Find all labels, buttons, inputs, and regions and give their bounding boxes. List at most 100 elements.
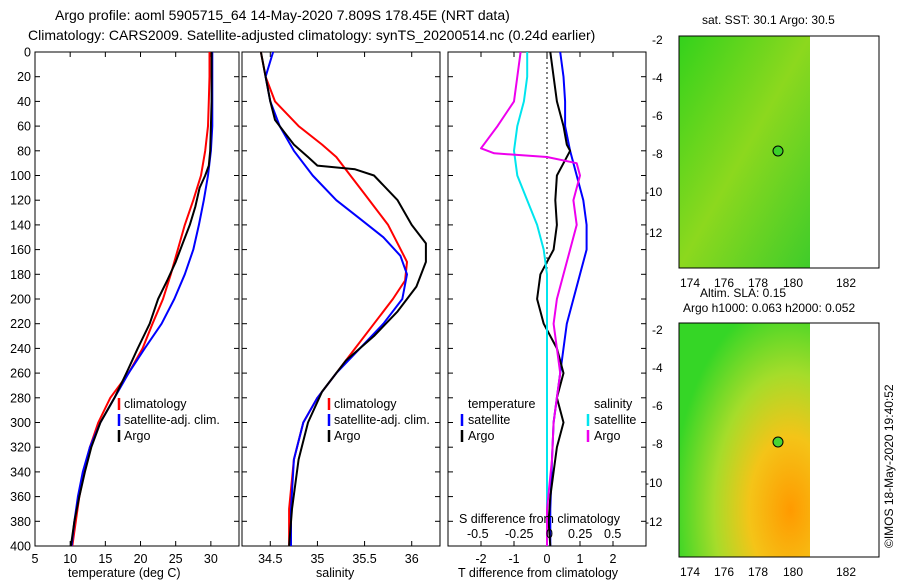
x-tick-label: 5	[32, 552, 39, 566]
s-tick: 0.25	[568, 527, 592, 541]
s-difference-ticks: -0.5 -0.25 0 0.25 0.5	[467, 527, 621, 541]
map-x-tick: 182	[836, 565, 856, 579]
map-x-tick: 174	[680, 276, 700, 290]
s-tick: -0.25	[505, 527, 534, 541]
difference-axis-label: T difference from climatology	[458, 566, 619, 580]
y-tick-label: 140	[10, 218, 31, 232]
map-x-tick: 178	[748, 565, 768, 579]
y-tick-label: 80	[17, 144, 31, 158]
legend-label-s-satellite: satellite	[594, 413, 636, 427]
map-y-tick: -2	[652, 323, 663, 337]
x-tick-label: 10	[63, 552, 77, 566]
x-tick-label: 36	[405, 552, 419, 566]
legend-label-argo: Argo	[124, 429, 150, 443]
s-tick: 0.5	[604, 527, 621, 541]
map-y-tick: -4	[652, 361, 663, 375]
map-y-tick: -10	[645, 185, 663, 199]
sst-map-title: sat. SST: 30.1 Argo: 30.5	[702, 13, 835, 27]
legend-label-climatology: climatology	[124, 397, 187, 411]
map-x-tick: 176	[714, 565, 734, 579]
y-tick-label: 160	[10, 243, 31, 257]
legend-label-argo: Argo	[334, 429, 360, 443]
map-x-tick: 176	[714, 276, 734, 290]
temperature-axis-label: temperature (deg C)	[68, 566, 181, 580]
map-x-tick: 182	[836, 276, 856, 290]
map-x-tick: 178	[748, 276, 768, 290]
y-tick-label: 360	[10, 490, 31, 504]
x-tick-label: 34.5	[258, 552, 282, 566]
legend-salinity-title: salinity	[594, 397, 633, 411]
y-tick-label: 320	[10, 441, 31, 455]
x-tick-label: 35.5	[352, 552, 376, 566]
sst-map-y-ticks: -2 -4 -6 -8 -10 -12	[645, 33, 663, 240]
legend-label-t-argo: Argo	[468, 429, 494, 443]
sla-map-frame	[678, 322, 880, 558]
x-tick-label: 1	[577, 552, 584, 566]
map-y-tick: -8	[652, 147, 663, 161]
sst-map-x-ticks: 174 176 178 180 182	[680, 276, 856, 290]
sla-map-image	[679, 323, 810, 557]
imos-credit: ©IMOS 18-May-2020 19:40:52	[882, 384, 896, 548]
temperature-climatology-line	[71, 52, 211, 547]
y-tick-label: 0	[24, 46, 31, 60]
x-tick-label: 0	[544, 552, 551, 566]
map-x-tick: 174	[680, 565, 700, 579]
header-line1: Argo profile: aoml 5905715_64 14-May-202…	[55, 7, 510, 23]
temperature-legend: climatology satellite-adj. clim. Argo	[117, 397, 220, 443]
map-y-tick: -6	[652, 399, 663, 413]
map-y-tick: -12	[645, 226, 663, 240]
legend-label-climatology: climatology	[334, 397, 397, 411]
difference-legend: temperature satellite Argo salinity sate…	[460, 397, 636, 443]
x-tick-label: 15	[98, 552, 112, 566]
temperature-satellite-adj-clim--line	[70, 52, 214, 547]
y-tick-label: 240	[10, 342, 31, 356]
x-tick-label: 25	[169, 552, 183, 566]
sst-map-image	[679, 36, 810, 268]
header-line2: Climatology: CARS2009. Satellite-adjuste…	[28, 27, 595, 43]
x-tick-label: 2	[610, 552, 617, 566]
map-y-tick: -10	[645, 476, 663, 490]
salinity-argo-line	[259, 51, 427, 547]
salinity-climatology-line	[259, 51, 408, 546]
sla-map-title: Altim. SLA: 0.15	[700, 286, 786, 300]
difference-t-argo-line	[536, 51, 572, 547]
y-tick-label: 40	[17, 95, 31, 109]
y-tick-label: 20	[17, 70, 31, 84]
salinity-satellite-adj-clim--line	[264, 51, 408, 546]
y-tick-label: 60	[17, 120, 31, 134]
x-tick-label: -2	[475, 552, 486, 566]
s-difference-axis-label: S difference from climatology	[459, 512, 621, 526]
difference-t-satellite-line	[549, 51, 588, 546]
y-tick-label: 300	[10, 416, 31, 430]
x-tick-label: 20	[134, 552, 148, 566]
salinity-axis-label: salinity	[316, 566, 355, 580]
sst-argo-marker	[772, 145, 784, 157]
y-tick-label: 280	[10, 391, 31, 405]
map-y-tick: -6	[652, 109, 663, 123]
y-tick-label: 220	[10, 317, 31, 331]
sla-map-y-ticks: -2 -4 -6 -8 -10 -12	[645, 323, 663, 529]
temperature-argo-line	[69, 52, 213, 547]
difference-s-argo-line	[480, 51, 581, 546]
y-tick-label: 180	[10, 268, 31, 282]
legend-label-satellite: satellite-adj. clim.	[124, 413, 220, 427]
y-tick-label: 120	[10, 194, 31, 208]
sla-argo-marker	[772, 436, 784, 448]
x-tick-label: 35	[310, 552, 324, 566]
s-tick: 0	[546, 527, 553, 541]
y-tick-label: 400	[10, 540, 31, 554]
difference-s-satellite-line	[513, 52, 548, 546]
map-y-tick: -12	[645, 515, 663, 529]
y-tick-label: 260	[10, 367, 31, 381]
map-y-tick: -2	[652, 33, 663, 47]
salinity-panel-frame	[241, 51, 441, 547]
y-tick-label: 100	[10, 169, 31, 183]
map-y-tick: -4	[652, 71, 663, 85]
map-y-tick: -8	[652, 437, 663, 451]
salinity-legend: climatology satellite-adj. clim. Argo	[327, 397, 430, 443]
x-tick-label: 30	[204, 552, 218, 566]
legend-temperature-title: temperature	[468, 397, 535, 411]
axis-ticks-layer: 5 10 15 20 25 3002040608010012014016018020022…	[10, 46, 646, 566]
map-x-tick: 180	[783, 565, 803, 579]
